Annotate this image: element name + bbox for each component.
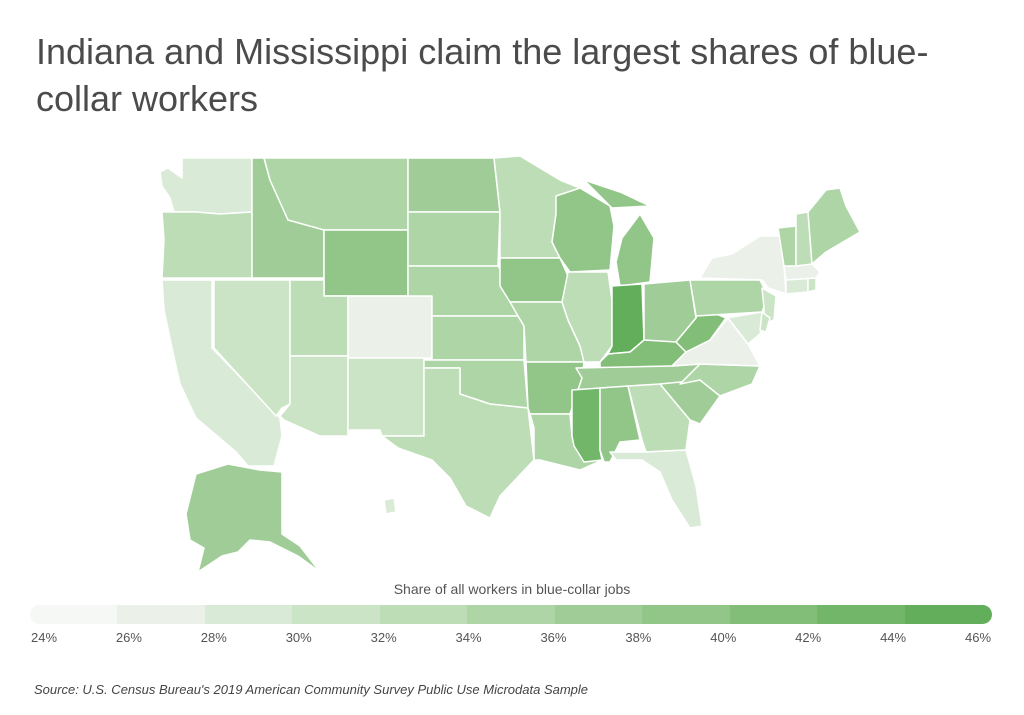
legend-swatch xyxy=(292,605,380,624)
state-wyoming xyxy=(323,229,409,297)
legend-tick-label: 42% xyxy=(795,630,822,645)
legend-title: Share of all workers in blue-collar jobs xyxy=(393,581,631,597)
legend-tick-label: 28% xyxy=(200,630,227,645)
state-colorado xyxy=(347,295,433,359)
legend-tick-label: 24% xyxy=(30,630,58,645)
legend-tick-label: 38% xyxy=(625,630,652,645)
state-wisconsin xyxy=(551,187,615,273)
legend-tick-labels: 24% 26% 28% 30% 32% 34% 36% 38% 40% 42% 44% 46% xyxy=(0,630,1024,650)
legend-tick-label: 36% xyxy=(540,630,567,645)
legend-tick-label: 26% xyxy=(115,630,142,645)
page-title: Indiana and Mississippi claim the larges… xyxy=(36,31,929,119)
state-mississippi xyxy=(571,387,603,463)
state-iowa xyxy=(499,257,569,303)
state-delaware xyxy=(759,311,771,333)
legend-swatch xyxy=(554,605,643,624)
legend-swatch xyxy=(467,605,555,624)
legend-tick-label: 34% xyxy=(455,630,482,645)
legend-tick-label: 30% xyxy=(285,630,312,645)
legend-swatch xyxy=(379,605,468,624)
legend-swatch xyxy=(817,605,905,624)
state-california xyxy=(161,279,283,467)
state-texas xyxy=(381,367,535,519)
state-alaska xyxy=(185,463,321,573)
legend-tick-label: 40% xyxy=(710,630,737,645)
state-maine xyxy=(807,187,861,265)
state-hawaii xyxy=(383,497,397,515)
legend-tick-label: 44% xyxy=(880,630,907,645)
state-rhode-island xyxy=(807,277,817,293)
legend-tick-label: 32% xyxy=(370,630,397,645)
legend-swatch xyxy=(204,605,293,624)
state-florida xyxy=(609,449,703,529)
state-new-mexico xyxy=(347,357,425,437)
state-kansas xyxy=(431,315,525,361)
state-oregon xyxy=(161,211,253,279)
legend-color-scale xyxy=(30,605,992,624)
legend-swatch xyxy=(642,605,730,624)
state-washington xyxy=(159,157,253,215)
state-indiana xyxy=(607,283,645,355)
legend-tick-label: 46% xyxy=(964,630,992,645)
legend-swatch xyxy=(117,605,205,624)
state-north-dakota xyxy=(407,157,501,213)
source-note: Source: U.S. Census Bureau's 2019 Americ… xyxy=(34,682,589,697)
state-south-dakota xyxy=(407,211,501,267)
state-arizona xyxy=(279,355,349,437)
legend-swatch xyxy=(729,605,818,624)
legend-swatch xyxy=(30,605,118,624)
state-illinois xyxy=(561,271,613,363)
legend-swatch xyxy=(904,605,992,624)
state-pennsylvania xyxy=(689,279,769,317)
state-michigan xyxy=(583,179,655,287)
